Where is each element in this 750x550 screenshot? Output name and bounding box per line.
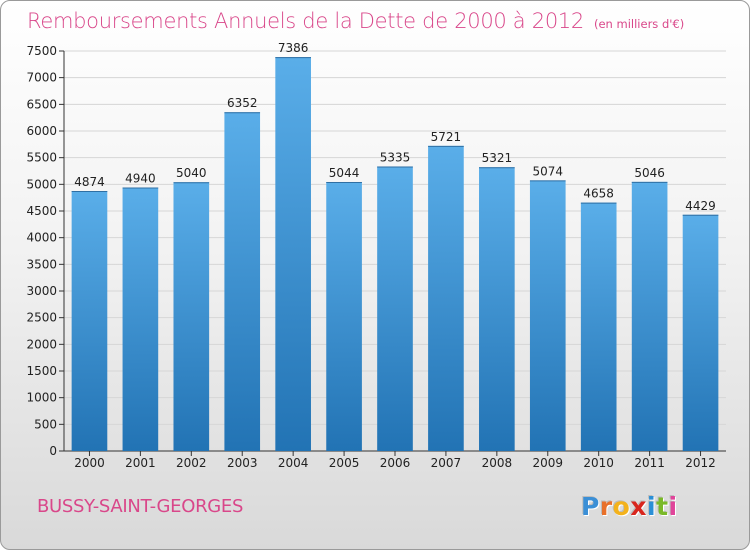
x-tick-label: 2007 — [431, 456, 462, 470]
y-tick-label: 1000 — [26, 391, 57, 405]
bar-2009 — [529, 180, 566, 452]
logo-letter: x — [630, 492, 647, 521]
x-tick-label: 2002 — [176, 456, 207, 470]
label-layer: 0 500 1000 1500 2000 2500 3000 3500 4000 4500 5000… — [26, 41, 715, 470]
y-tick-label: 3500 — [26, 257, 57, 271]
logo-letter: r — [599, 492, 613, 521]
x-tick-label: 2006 — [380, 456, 411, 470]
bar-value-label: 4429 — [685, 199, 716, 213]
y-tick-label: 1500 — [26, 364, 57, 378]
x-tick-label: 2001 — [125, 456, 156, 470]
bar-2005 — [326, 181, 362, 451]
x-tick-label: 2003 — [227, 456, 258, 470]
town-name: BUSSY-SAINT-GEORGES — [37, 496, 244, 517]
y-tick-label: 5000 — [26, 177, 57, 191]
y-tick-label: 7500 — [26, 44, 57, 58]
bar-value-label: 5044 — [329, 166, 360, 180]
logo-letter: o — [612, 492, 631, 521]
bar-layer — [71, 57, 719, 452]
logo-letter: i — [647, 492, 657, 521]
bar-value-label: 5040 — [176, 166, 207, 180]
bar-value-label: 5321 — [482, 151, 513, 165]
bar-value-label: 4940 — [125, 172, 156, 186]
y-tick-label: 5500 — [26, 151, 57, 165]
bar-value-label: 4874 — [74, 175, 105, 189]
bar-2000 — [71, 191, 108, 451]
bar-2012 — [682, 214, 719, 451]
x-tick-label: 2011 — [634, 456, 665, 470]
chart-title-block: Remboursements Annuels de la Dette de 20… — [27, 9, 684, 33]
bar-2006 — [377, 166, 413, 451]
bar-2003 — [224, 112, 261, 451]
y-tick-label: 6500 — [26, 97, 57, 111]
y-tick-label: 6000 — [26, 124, 57, 138]
logo-letter: t — [656, 492, 669, 521]
y-tick-label: 500 — [34, 417, 57, 431]
bar-value-label: 4658 — [583, 187, 614, 201]
x-tick-label: 2010 — [583, 456, 614, 470]
y-tick-label: 3000 — [26, 284, 57, 298]
bar-value-label: 6352 — [227, 96, 258, 110]
bar-value-label: 5721 — [431, 130, 462, 144]
logo-letter: P — [581, 492, 600, 521]
chart-title: Remboursements Annuels de la Dette de 20… — [27, 9, 584, 33]
x-tick-label: 2009 — [532, 456, 563, 470]
x-tick-label: 2005 — [329, 456, 360, 470]
y-tick-label: 4000 — [26, 231, 57, 245]
bar-2007 — [428, 145, 464, 451]
bar-2001 — [122, 187, 159, 452]
y-tick-label: 4500 — [26, 204, 57, 218]
bar-value-label: 5074 — [532, 164, 563, 178]
bar-2010 — [580, 202, 617, 451]
bar-value-label: 5335 — [380, 150, 411, 164]
y-tick-label: 2000 — [26, 337, 57, 351]
bar-value-label: 7386 — [278, 41, 309, 55]
y-tick-label: 2500 — [26, 311, 57, 325]
proxiti-logo: Proxiti — [581, 492, 678, 521]
x-tick-label: 2008 — [482, 456, 513, 470]
y-tick-label: 0 — [49, 444, 57, 458]
bar-2011 — [631, 181, 668, 451]
chart-subtitle: (en milliers d'€) — [594, 17, 685, 31]
bar-value-label: 5046 — [634, 166, 665, 180]
bar-2008 — [479, 167, 515, 452]
x-tick-label: 2000 — [74, 456, 105, 470]
y-tick-label: 7000 — [26, 71, 57, 85]
logo-letter: i — [668, 492, 678, 521]
x-tick-label: 2012 — [685, 456, 716, 470]
bar-2004 — [275, 57, 311, 452]
bar-2002 — [173, 182, 210, 451]
x-tick-label: 2004 — [278, 456, 309, 470]
